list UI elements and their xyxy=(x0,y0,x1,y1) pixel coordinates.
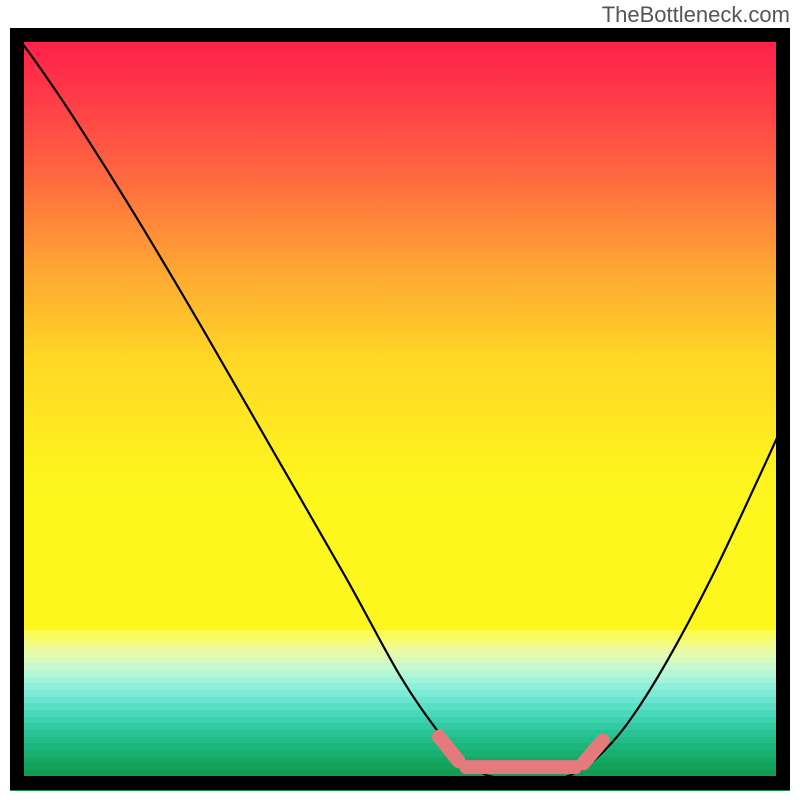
plot-border xyxy=(10,776,790,790)
bottleneck-curve xyxy=(10,28,790,781)
optimal-range-marker xyxy=(583,740,603,763)
chart-frame: TheBottleneck.com xyxy=(0,0,800,800)
optimal-range-marker xyxy=(439,737,459,761)
watermark-text: TheBottleneck.com xyxy=(602,2,790,28)
plot-border xyxy=(776,28,790,790)
plot-border xyxy=(10,28,24,790)
plot-border xyxy=(10,28,790,42)
curve-svg xyxy=(10,28,790,790)
